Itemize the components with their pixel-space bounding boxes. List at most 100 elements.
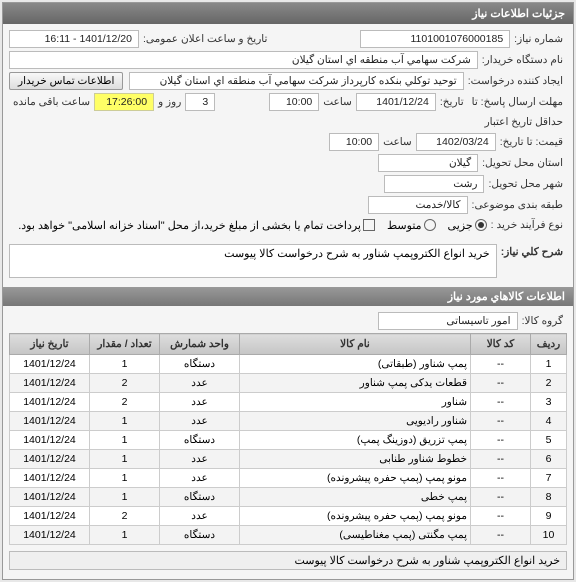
checkbox-treasury-label: پرداخت تمام یا بخشی از مبلغ خرید،از محل … bbox=[18, 219, 361, 232]
table-cell: 1 bbox=[90, 450, 160, 469]
days-count: 3 bbox=[185, 93, 215, 111]
category-label: طبقه بندی موضوعی: bbox=[468, 197, 567, 213]
table-cell: 3 bbox=[531, 393, 567, 412]
niaz-no-label: شماره نیاز: bbox=[510, 31, 567, 47]
panel-title: جزئیات اطلاعات نیاز bbox=[3, 3, 573, 24]
table-cell: عدد bbox=[160, 374, 240, 393]
items-table: ردیف کد کالا نام کالا واحد شمارش تعداد /… bbox=[9, 333, 567, 545]
table-cell: 1 bbox=[90, 355, 160, 374]
radio-medium-dot bbox=[424, 219, 436, 231]
province-label: استان محل تحویل: bbox=[478, 155, 567, 171]
table-cell: 1401/12/24 bbox=[10, 488, 90, 507]
table-cell: 1 bbox=[531, 355, 567, 374]
table-cell: 2 bbox=[90, 374, 160, 393]
credit-time: 10:00 bbox=[329, 133, 379, 151]
table-cell: 1 bbox=[90, 412, 160, 431]
form-body: شماره نیاز: 1101001076000185 تاریخ و ساع… bbox=[3, 24, 573, 287]
table-cell: 1401/12/24 bbox=[10, 393, 90, 412]
table-cell: 2 bbox=[90, 507, 160, 526]
table-cell: 8 bbox=[531, 488, 567, 507]
table-cell: مونو پمپ (پمپ حفره پیشرونده) bbox=[240, 469, 471, 488]
buyer-device-label: نام دستگاه خریدار: bbox=[478, 52, 567, 68]
table-cell: 1401/12/24 bbox=[10, 412, 90, 431]
radio-small-label: جزیی bbox=[448, 219, 473, 232]
table-cell: مونو پمپ (پمپ حفره پیشرونده) bbox=[240, 507, 471, 526]
table-cell: -- bbox=[471, 412, 531, 431]
table-body: 1--پمپ شناور (طبقاتی)دستگاه11401/12/242-… bbox=[10, 355, 567, 545]
table-cell: -- bbox=[471, 526, 531, 545]
table-cell: 1 bbox=[90, 469, 160, 488]
table-cell: -- bbox=[471, 488, 531, 507]
table-row[interactable]: 10--پمپ مگنتی (پمپ مغناطیسی)دستگاه11401/… bbox=[10, 526, 567, 545]
credit-open-label: حداقل تاریخ اعتبار bbox=[481, 114, 567, 130]
table-cell: 6 bbox=[531, 450, 567, 469]
table-cell: -- bbox=[471, 507, 531, 526]
table-row[interactable]: 9--مونو پمپ (پمپ حفره پیشرونده)عدد21401/… bbox=[10, 507, 567, 526]
col-name: نام کالا bbox=[240, 334, 471, 355]
creator: توحيد توكلي بنكده كارپرداز شركت سهامي آب… bbox=[129, 72, 463, 90]
table-row[interactable]: 6--خطوط شناور طنابیعدد11401/12/24 bbox=[10, 450, 567, 469]
table-cell: عدد bbox=[160, 393, 240, 412]
desc-label: شرح كلي نياز: bbox=[497, 244, 567, 260]
city-label: شهر محل تحویل: bbox=[484, 176, 567, 192]
table-row[interactable]: 4--شناور رادیوییعدد11401/12/24 bbox=[10, 412, 567, 431]
footer-desc: خرید انواع الکتروپمپ شناور به شرح درخواس… bbox=[9, 551, 567, 570]
table-cell: پمپ مگنتی (پمپ مغناطیسی) bbox=[240, 526, 471, 545]
table-cell: عدد bbox=[160, 450, 240, 469]
table-cell: دستگاه bbox=[160, 526, 240, 545]
deadline-date: 1401/12/24 bbox=[356, 93, 436, 111]
radio-medium-label: متوسط bbox=[387, 219, 422, 232]
table-cell: شناور رادیویی bbox=[240, 412, 471, 431]
table-cell: پمپ خطی bbox=[240, 488, 471, 507]
saat-label-2: ساعت bbox=[379, 134, 416, 150]
saat-label-1: ساعت bbox=[319, 94, 356, 110]
table-cell: 1401/12/24 bbox=[10, 431, 90, 450]
table-cell: قطعات یدکی پمپ شناور bbox=[240, 374, 471, 393]
table-cell: -- bbox=[471, 450, 531, 469]
table-cell: 1 bbox=[90, 526, 160, 545]
desc-value: خرید انواع الکتروپمپ شناور به شرح درخواس… bbox=[9, 244, 497, 278]
table-cell: عدد bbox=[160, 469, 240, 488]
radio-small[interactable]: جزیی bbox=[448, 219, 487, 232]
table-cell: -- bbox=[471, 355, 531, 374]
deadline-time: 10:00 bbox=[269, 93, 319, 111]
goods-group: امور تاسیساتی bbox=[378, 312, 518, 330]
announce-label: تاریخ و ساعت اعلان عمومی: bbox=[139, 31, 271, 47]
table-row[interactable]: 8--پمپ خطیدستگاه11401/12/24 bbox=[10, 488, 567, 507]
table-cell: 1401/12/24 bbox=[10, 469, 90, 488]
col-qty: تعداد / مقدار bbox=[90, 334, 160, 355]
credit-date: 1402/03/24 bbox=[416, 133, 496, 151]
quote-label: قیمت: تا تاریخ: bbox=[496, 134, 567, 150]
table-cell: 1401/12/24 bbox=[10, 507, 90, 526]
remain-time: 17:26:00 bbox=[94, 93, 154, 111]
table-cell: پمپ تزریق (دوزینگ پمپ) bbox=[240, 431, 471, 450]
checkbox-treasury-box bbox=[363, 219, 375, 231]
table-cell: 1 bbox=[90, 431, 160, 450]
table-cell: -- bbox=[471, 469, 531, 488]
proc-type-label: نوع فرآیند خرید : bbox=[487, 217, 567, 233]
table-row[interactable]: 1--پمپ شناور (طبقاتی)دستگاه11401/12/24 bbox=[10, 355, 567, 374]
table-cell: عدد bbox=[160, 412, 240, 431]
table-row[interactable]: 3--شناورعدد21401/12/24 bbox=[10, 393, 567, 412]
radio-medium[interactable]: متوسط bbox=[387, 219, 436, 232]
table-row[interactable]: 7--مونو پمپ (پمپ حفره پیشرونده)عدد11401/… bbox=[10, 469, 567, 488]
deadline-label2: تاریخ: bbox=[436, 94, 468, 110]
table-cell: 1401/12/24 bbox=[10, 374, 90, 393]
table-cell: 4 bbox=[531, 412, 567, 431]
table-cell: پمپ شناور (طبقاتی) bbox=[240, 355, 471, 374]
table-cell: 1401/12/24 bbox=[10, 450, 90, 469]
table-cell: 1401/12/24 bbox=[10, 355, 90, 374]
radio-small-dot bbox=[475, 219, 487, 231]
city: رشت bbox=[384, 175, 484, 193]
proc-type-options: جزیی متوسط پرداخت تمام یا بخشی از مبلغ خ… bbox=[18, 219, 486, 232]
table-cell: خطوط شناور طنابی bbox=[240, 450, 471, 469]
table-cell: دستگاه bbox=[160, 488, 240, 507]
table-cell: 1 bbox=[90, 488, 160, 507]
contact-info-button[interactable]: اطلاعات تماس خریدار bbox=[9, 72, 123, 90]
table-cell: -- bbox=[471, 431, 531, 450]
table-row[interactable]: 5--پمپ تزریق (دوزینگ پمپ)دستگاه11401/12/… bbox=[10, 431, 567, 450]
table-cell: 5 bbox=[531, 431, 567, 450]
creator-label: ایجاد کننده درخواست: bbox=[464, 73, 567, 89]
table-row[interactable]: 2--قطعات یدکی پمپ شناورعدد21401/12/24 bbox=[10, 374, 567, 393]
checkbox-treasury[interactable]: پرداخت تمام یا بخشی از مبلغ خرید،از محل … bbox=[18, 219, 375, 232]
